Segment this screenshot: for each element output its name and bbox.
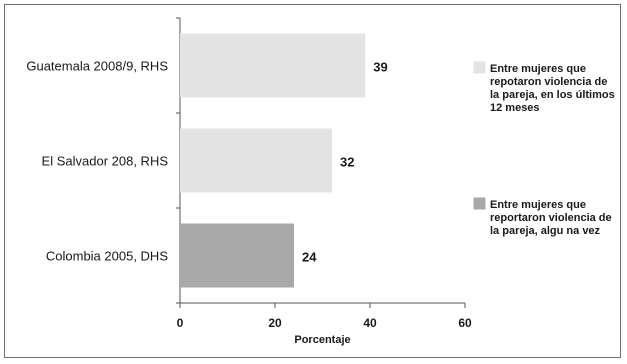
x-tick-label: 0 bbox=[177, 316, 184, 330]
legend-swatch bbox=[473, 61, 486, 74]
legend-swatch bbox=[473, 197, 486, 210]
category-label: Guatemala 2008/9, RHS bbox=[26, 59, 168, 74]
x-axis-title: Porcentaje bbox=[294, 334, 350, 346]
data-label: 24 bbox=[302, 250, 317, 265]
data-label: 39 bbox=[373, 60, 387, 75]
legend-label: repotaron violencia de bbox=[490, 76, 607, 88]
x-tick-label: 60 bbox=[458, 316, 472, 330]
legend-label: Entre mujeres que bbox=[490, 63, 586, 75]
bar bbox=[180, 128, 332, 193]
data-label: 32 bbox=[340, 155, 354, 170]
legend-label: reportaron violencia de bbox=[490, 212, 612, 224]
bar bbox=[180, 223, 294, 288]
legend-label: Entre mujeres que bbox=[490, 199, 586, 211]
legend-label: la pareja, en los últimos bbox=[490, 89, 615, 101]
legend-label: la pareja, algu na vez bbox=[490, 225, 601, 237]
category-label: Colombia 2005, DHS bbox=[46, 249, 168, 264]
legend-label: 12 meses bbox=[490, 102, 540, 114]
labels-group: Guatemala 2008/9, RHS 39 El Salvador 208, … bbox=[26, 59, 387, 265]
category-label: El Salvador 208, RHS bbox=[42, 154, 169, 169]
x-tick-label: 20 bbox=[268, 316, 282, 330]
bar bbox=[180, 33, 366, 98]
x-tick-label: 40 bbox=[363, 316, 377, 330]
bars-group bbox=[180, 33, 366, 288]
